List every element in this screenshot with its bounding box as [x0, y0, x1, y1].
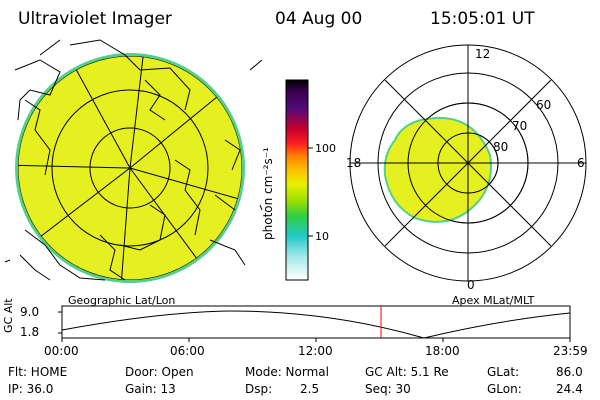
status-dsp-label: Dsp: — [245, 382, 273, 396]
orbit-ytick-9: 9.0 — [20, 305, 40, 319]
orbit-xtick-0000: 00:00 — [44, 344, 79, 358]
mlt-label-6: 6 — [577, 156, 585, 170]
orbit-ytick-1-8: 1.8 — [20, 325, 40, 339]
status-glon-label: GLon: — [487, 382, 522, 396]
mlt-label-18: 18 — [346, 156, 362, 170]
status-gc-alt: GC Alt: 5.1 Re — [365, 365, 449, 379]
geo-map-label: Geographic Lat/Lon — [68, 294, 176, 307]
status-glat-label: GLat: — [487, 365, 520, 379]
instrument-title: Ultraviolet Imager — [18, 9, 172, 29]
mlt-label-12: 12 — [475, 47, 491, 61]
geo-grid — [18, 56, 242, 280]
colorbar-tick-10: 10 — [315, 230, 329, 243]
orbit-ylabel: GC Alt — [2, 298, 15, 333]
orbit-plot-frame — [61, 305, 571, 339]
status-ip: IP: 36.0 — [8, 382, 54, 396]
orbit-xtick-1200: 12:00 — [298, 344, 333, 358]
status-glon-value: 24.4 — [556, 382, 583, 396]
lat-label-60: 60 — [536, 98, 552, 112]
colorbar-tick-100: 100 — [315, 142, 336, 155]
orbit-xtick-0600: 06:00 — [170, 344, 205, 358]
orbit-xtick-2359: 23:59 — [553, 344, 588, 358]
apex-map-label: Apex MLat/MLT — [452, 294, 535, 307]
mlt-label-0: 0 — [467, 278, 475, 292]
orbit-ticks — [58, 311, 571, 342]
date-label: 04 Aug 00 — [275, 9, 363, 29]
status-flt: Flt: HOME — [8, 365, 68, 379]
status-door: Door: Open — [125, 365, 194, 379]
orbit-xtick-1800: 18:00 — [425, 344, 460, 358]
status-mode: Mode: Normal — [245, 365, 329, 379]
lat-label-70: 70 — [512, 119, 528, 133]
colorbar-scale — [285, 79, 309, 281]
status-dsp-value: 2.5 — [300, 382, 320, 396]
geo-grid-extensions — [4, 39, 263, 263]
orbit-altitude-curve — [61, 310, 571, 339]
lat-label-80: 80 — [493, 140, 509, 154]
status-glat-value: 86.0 — [556, 365, 583, 379]
time-label: 15:05:01 UT — [430, 9, 535, 29]
status-seq: Seq: 30 — [365, 382, 411, 396]
apex-grid-lines — [350, 45, 586, 281]
status-gain: Gain: 13 — [125, 382, 176, 396]
